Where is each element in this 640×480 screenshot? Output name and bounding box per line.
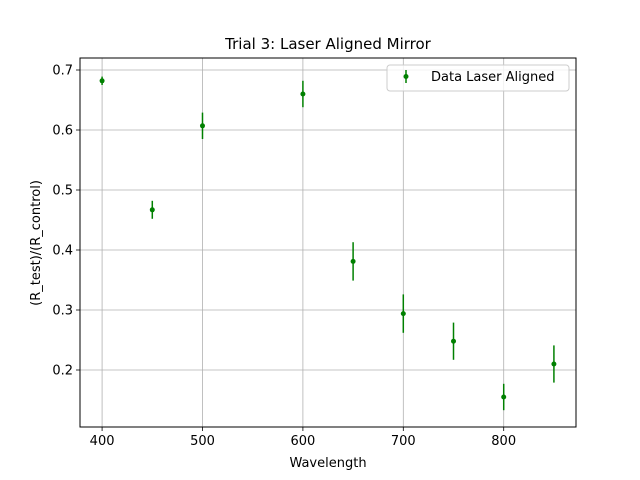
data-point	[350, 258, 356, 264]
legend: Data Laser Aligned	[386, 64, 570, 92]
plot-frame	[79, 57, 577, 428]
series-layer	[99, 76, 557, 411]
y-tick-label: 0.4	[52, 244, 73, 259]
data-point	[551, 361, 557, 367]
data-point	[99, 78, 105, 84]
y-axis: 0.2 0.3 0.4 0.5 0.6 0.7	[52, 64, 80, 379]
data-point	[501, 394, 507, 400]
x-tick-label: 700	[391, 434, 416, 449]
x-tick-label: 500	[190, 434, 215, 449]
data-point	[199, 123, 205, 129]
x-tick-label: 800	[491, 434, 516, 449]
data-point	[149, 207, 155, 213]
y-tick-label: 0.6	[52, 124, 73, 139]
x-axis: 400 500 600 700 800	[90, 427, 516, 449]
y-tick-label: 0.5	[52, 184, 73, 199]
data-point	[300, 91, 306, 97]
chart-title: Trial 3: Laser Aligned Mirror	[224, 35, 431, 53]
y-tick-label: 0.2	[52, 364, 73, 379]
x-tick-label: 600	[290, 434, 315, 449]
legend-marker	[403, 74, 409, 79]
x-tick-label: 400	[90, 434, 115, 449]
data-point	[400, 311, 406, 317]
data-point	[451, 338, 457, 344]
y-tick-label: 0.3	[52, 304, 73, 319]
legend-box	[386, 64, 570, 92]
y-tick-label: 0.7	[52, 64, 73, 79]
legend-label: Data Laser Aligned	[431, 70, 555, 85]
y-axis-label: (R_test)/(R_control)	[29, 180, 44, 306]
x-axis-label: Wavelength	[289, 456, 366, 471]
